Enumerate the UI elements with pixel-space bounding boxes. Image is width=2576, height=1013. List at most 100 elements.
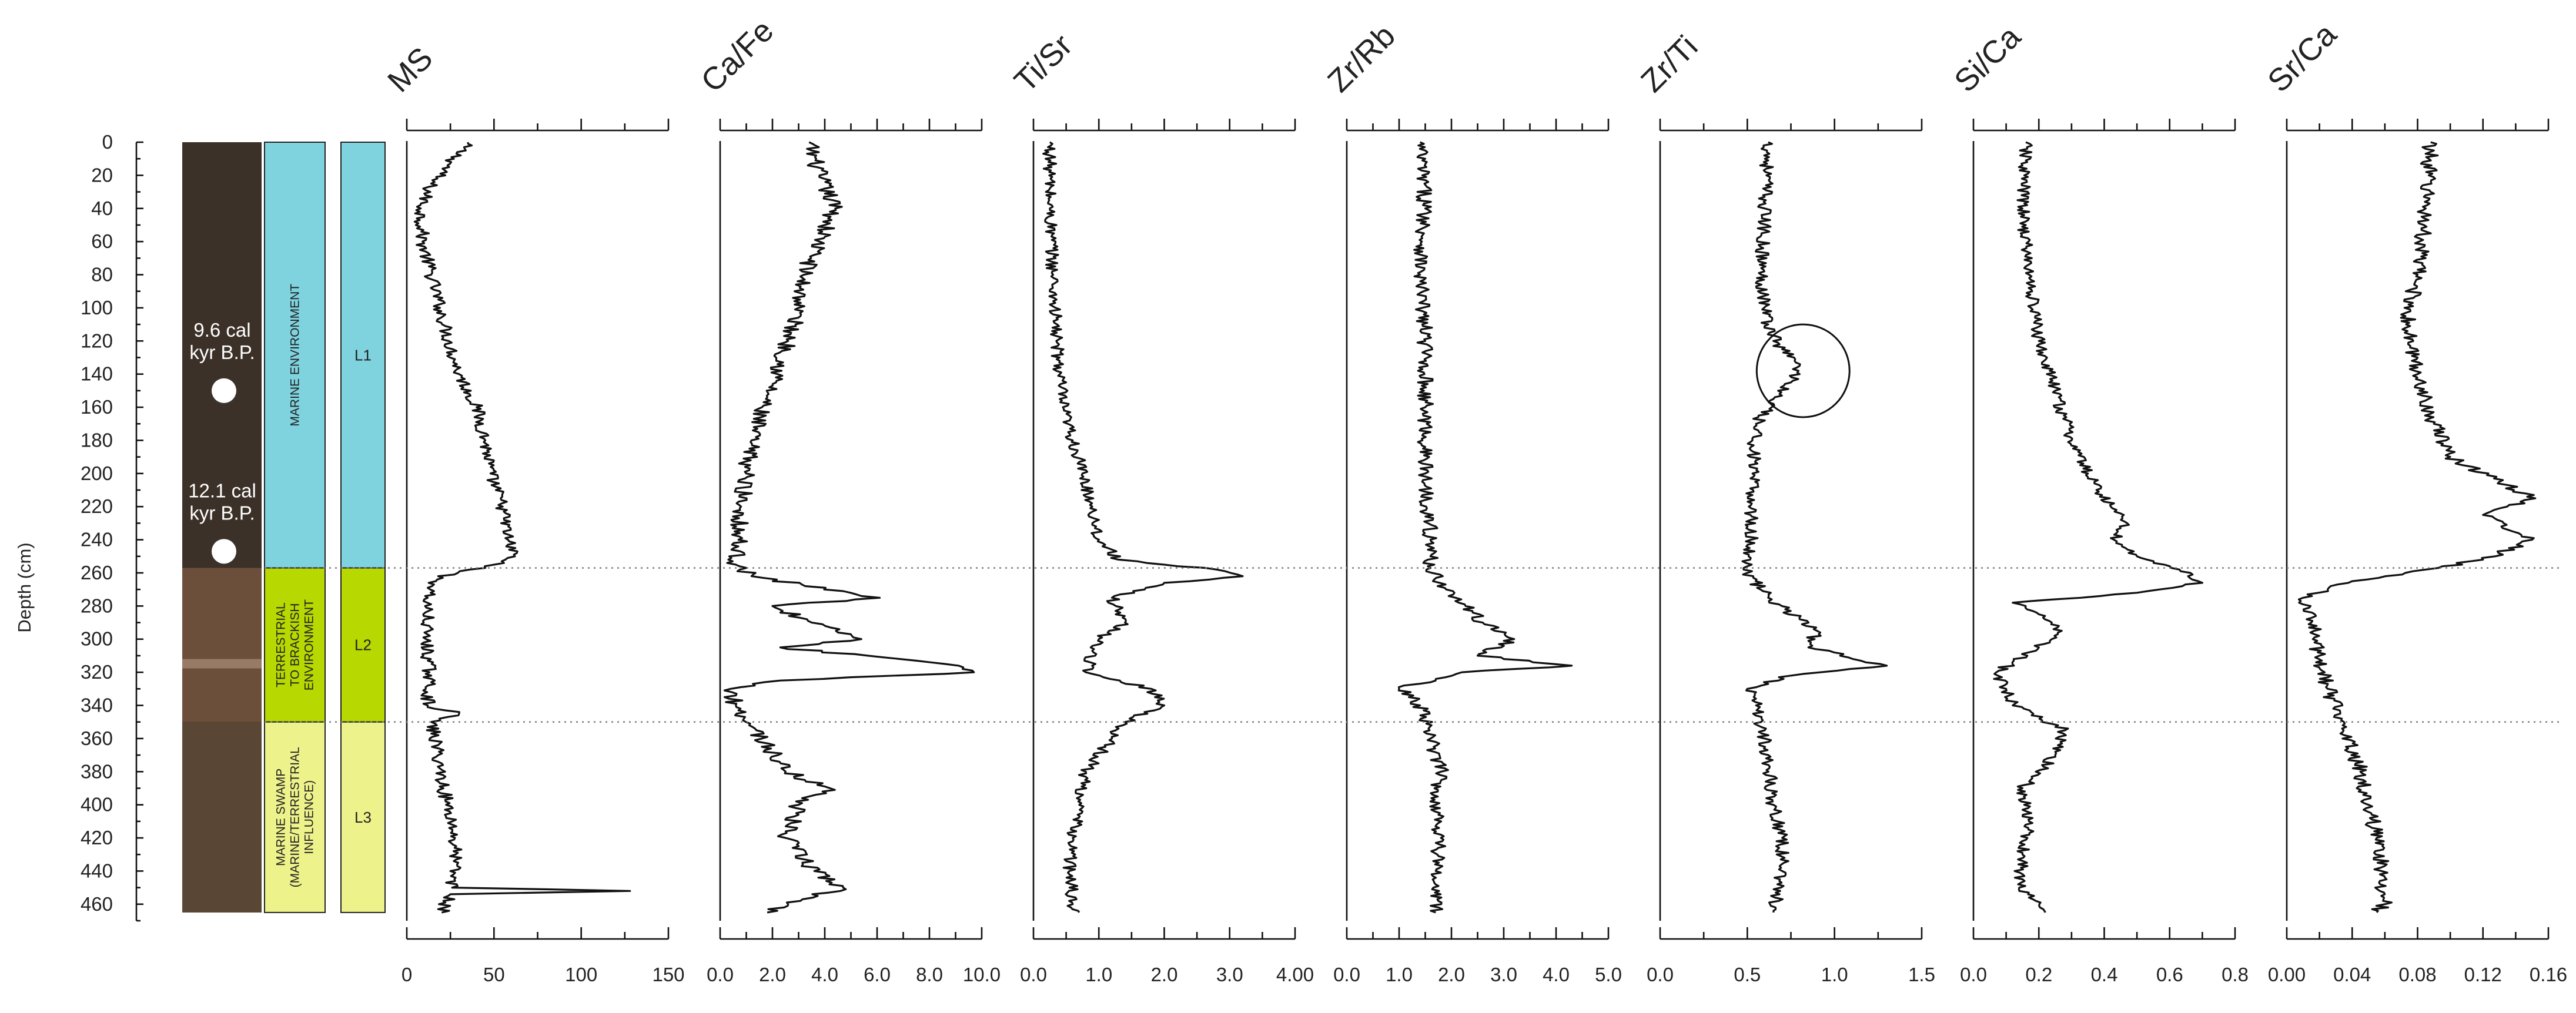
x-tick-label: 4.00 — [1276, 964, 1314, 985]
depth-tick-label: 60 — [91, 230, 113, 252]
x-tick-label: 0.0 — [1960, 964, 1987, 985]
unit-label: L1 — [354, 346, 372, 364]
age-label: kyr B.P. — [189, 341, 255, 363]
x-tick-label: 0.4 — [2091, 964, 2118, 985]
series-line — [1397, 141, 1573, 914]
unit-interval — [340, 721, 386, 913]
depth-tick-label: 200 — [81, 462, 113, 484]
panel-title: Sr/Ca — [2261, 16, 2344, 99]
x-tick-label: 6.0 — [864, 964, 891, 985]
depth-tick-label: 360 — [81, 727, 113, 749]
environment-interval — [264, 721, 326, 913]
depth-tick-label: 420 — [81, 827, 113, 848]
core-lower-section — [182, 722, 262, 913]
environment-label: (MARINE/TERRESTRIAL — [289, 747, 302, 887]
depth-tick-label: 40 — [91, 197, 113, 219]
panel-zr-rb: 0.0 1.0 2.0 3.0 4.0 5.0 Zr/Rb — [1321, 18, 1622, 985]
panel-si-ca: 0.0 0.2 0.4 0.6 0.8 Si/Ca — [1948, 19, 2249, 985]
depth-tick-label: 120 — [81, 330, 113, 351]
panel-title: Ti/Sr — [1008, 28, 1079, 99]
panel-ms: 0 50 100 150 MS — [381, 41, 684, 985]
panel-title: Si/Ca — [1948, 19, 2028, 99]
highlight-circle — [1755, 323, 1851, 418]
x-tick-label: 1.0 — [1386, 964, 1413, 985]
series-line — [1042, 141, 1244, 913]
x-tick-label: 4.0 — [1543, 964, 1570, 985]
depth-tick-label: 260 — [81, 562, 113, 583]
depth-tick-label: 0 — [102, 131, 113, 153]
x-tick-label: 0.00 — [2268, 964, 2306, 985]
lithologic-units-column: L1 L2 L3 — [340, 142, 386, 913]
x-tick-label: 3.0 — [1490, 964, 1517, 985]
unit-interval — [340, 142, 386, 569]
x-tick-label: 0.8 — [2222, 964, 2249, 985]
age-label: kyr B.P. — [189, 502, 255, 524]
depth-tick-label: 100 — [81, 297, 113, 318]
panel-title: MS — [381, 41, 440, 99]
unit-label: L3 — [354, 809, 372, 826]
x-tick-label: 8.0 — [916, 964, 943, 985]
depth-tick-label: 440 — [81, 860, 113, 881]
x-tick-label: 4.0 — [811, 964, 838, 985]
age-label: 9.6 cal — [193, 319, 250, 341]
x-tick-label: 1.0 — [1085, 964, 1112, 985]
x-tick-label: 0.0 — [1333, 964, 1360, 985]
core-oxidized-band — [182, 568, 262, 722]
depth-tick-label: 140 — [81, 363, 113, 385]
x-tick-label: 0.04 — [2333, 964, 2371, 985]
x-tick-label: 0.0 — [1020, 964, 1047, 985]
series-line — [1741, 141, 1888, 913]
unit-label: L2 — [354, 636, 372, 654]
unit-interval — [340, 567, 386, 723]
depth-tick-label: 380 — [81, 760, 113, 782]
panel-ti-sr: 0.0 1.0 2.0 3.0 4.00 Ti/Sr — [1008, 28, 1314, 985]
depth-tick-label: 280 — [81, 595, 113, 616]
panel-title: Ca/Fe — [694, 13, 780, 99]
x-tick-label: 150 — [652, 964, 684, 985]
depth-tick-label: 400 — [81, 794, 113, 816]
environment-label: TO BRACKISH — [289, 603, 302, 687]
environment-label: MARINE SWAMP — [275, 769, 288, 866]
age-marker-dot — [212, 539, 236, 564]
depth-tick-label: 300 — [81, 628, 113, 650]
unit-boundaries — [265, 567, 2563, 723]
proxy-panels: 0 50 100 150 MS 0.0 2.0 4.0 6.0 8.0 10.0 Ca/Fe 0.0 1.… — [381, 13, 2567, 985]
depth-tick-label: 460 — [81, 893, 113, 915]
depth-tick-label: 80 — [91, 264, 113, 286]
environment-interval — [264, 142, 326, 569]
x-tick-label: 0.2 — [2025, 964, 2052, 985]
x-tick-label: 1.0 — [1821, 964, 1848, 985]
environment-column: MARINE ENVIRONMENT TERRESTRIAL TO BRACKISH… — [264, 142, 326, 913]
x-tick-label: 0.5 — [1734, 964, 1761, 985]
depth-axis: 0 20 40 60 80 100 120 140 160 180 200 220 240 260 280 3… — [81, 131, 143, 922]
x-tick-label: 0.6 — [2156, 964, 2183, 985]
age-marker-dot — [212, 378, 236, 403]
panel-title: Zr/Ti — [1634, 29, 1704, 99]
panel-sr-ca: 0.00 0.04 0.08 0.12 0.16 Sr/Ca — [2261, 16, 2567, 985]
x-tick-label: 0.0 — [707, 964, 734, 985]
environment-label: MARINE ENVIRONMENT — [289, 284, 302, 427]
x-tick-label: 0.08 — [2398, 964, 2436, 985]
age-label: 12.1 cal — [188, 479, 256, 501]
x-tick-label: 100 — [565, 964, 597, 985]
depth-tick-label: 20 — [91, 164, 113, 186]
depth-tick-label: 240 — [81, 529, 113, 551]
environment-label: TERRESTRIAL — [275, 602, 288, 687]
series-line — [2297, 141, 2537, 913]
x-tick-label: 0.0 — [1647, 964, 1674, 985]
depth-tick-label: 220 — [81, 495, 113, 517]
depth-tick-label: 180 — [81, 429, 113, 451]
x-tick-label: 2.0 — [759, 964, 786, 985]
x-tick-label: 0.12 — [2464, 964, 2502, 985]
x-tick-label: 2.0 — [1438, 964, 1465, 985]
panel-ca-fe: 0.0 2.0 4.0 6.0 8.0 10.0 Ca/Fe — [694, 13, 1001, 985]
environment-label: ENVIRONMENT — [303, 599, 316, 690]
series-line — [413, 142, 631, 914]
series-line — [1993, 141, 2203, 913]
environment-label: INFLUENCE) — [303, 780, 316, 854]
panel-zr-ti: 0.0 0.5 1.0 1.5 Zr/Ti — [1634, 29, 1935, 985]
depth-tick-label: 160 — [81, 396, 113, 418]
core-light-layer — [182, 659, 262, 669]
